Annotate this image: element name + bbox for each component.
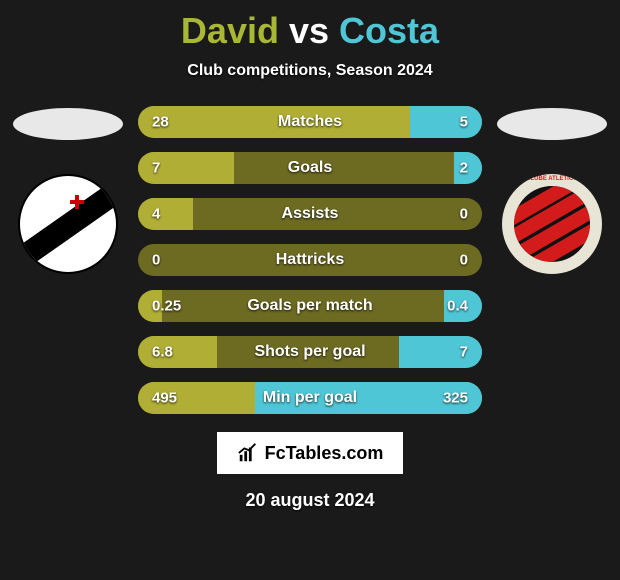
player2-name: Costa: [339, 10, 439, 51]
main-layout: Matches285Goals72Assists40Hattricks00Goa…: [0, 106, 620, 414]
bar-left: [138, 290, 162, 322]
stat-value-left: 0: [152, 252, 160, 269]
date-text: 20 august 2024: [245, 490, 374, 511]
player1-head-silhouette: [13, 108, 123, 140]
bar-right: [255, 382, 482, 414]
subtitle: Club competitions, Season 2024: [0, 62, 620, 80]
bar-right: [399, 336, 482, 368]
stat-row: Goals per match0.250.4: [138, 290, 482, 322]
crest-text: CLUBE ATLETICO: [502, 176, 602, 182]
bar-left: [138, 336, 217, 368]
stat-value-right: 0: [460, 252, 468, 269]
left-side: [8, 106, 128, 274]
stat-label: Goals per match: [138, 297, 482, 315]
vs-text: vs: [289, 10, 329, 51]
footer: FcTables.com 20 august 2024: [0, 432, 620, 511]
bar-right: [444, 290, 482, 322]
comparison-title: David vs Costa: [0, 0, 620, 52]
player2-head-silhouette: [497, 108, 607, 140]
club-crest-right: CLUBE ATLETICO: [502, 174, 602, 274]
stat-label: Hattricks: [138, 251, 482, 269]
stat-row: Min per goal495325: [138, 382, 482, 414]
crest-sash: [18, 178, 118, 274]
chart-icon: [237, 442, 259, 464]
club-crest-left: [18, 174, 118, 274]
stat-row: Matches285: [138, 106, 482, 138]
bar-left: [138, 152, 234, 184]
stat-row: Shots per goal6.87: [138, 336, 482, 368]
stat-row: Goals72: [138, 152, 482, 184]
right-side: CLUBE ATLETICO: [492, 106, 612, 274]
brand-badge: FcTables.com: [217, 432, 404, 474]
bar-left: [138, 106, 410, 138]
bar-left: [138, 198, 193, 230]
bar-right: [454, 152, 482, 184]
player1-name: David: [181, 10, 279, 51]
bar-right: [410, 106, 482, 138]
stat-value-right: 0: [460, 206, 468, 223]
crest-inner: [514, 186, 590, 262]
brand-text: FcTables.com: [265, 443, 384, 464]
stats-panel: Matches285Goals72Assists40Hattricks00Goa…: [138, 106, 482, 414]
stat-row: Assists40: [138, 198, 482, 230]
crest-cross: [70, 195, 84, 209]
stat-row: Hattricks0 0: [138, 244, 482, 276]
